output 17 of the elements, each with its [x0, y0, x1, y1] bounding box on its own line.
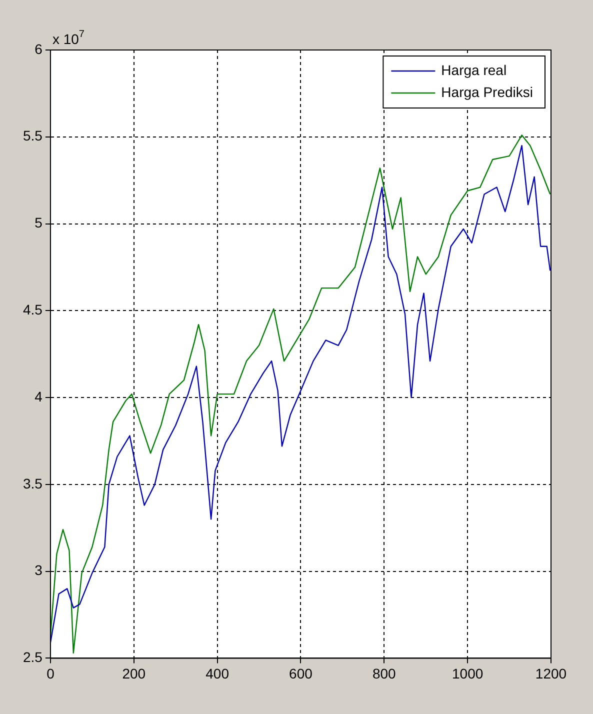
- x-tick-label: 800: [372, 665, 396, 682]
- x-tick-label: 400: [206, 665, 230, 682]
- x-tick-label: 200: [122, 665, 146, 682]
- y-tick-label: 5: [34, 214, 43, 231]
- x-tick-label: 1200: [535, 665, 567, 682]
- y-tick-label: 3.5: [22, 475, 43, 492]
- y-tick-label: 4: [34, 388, 43, 404]
- y-tick-label: 4.5: [22, 302, 43, 318]
- legend-label: Harga real: [441, 62, 507, 78]
- x-tick-label: 1000: [452, 665, 484, 682]
- x-tick-label: 600: [289, 665, 313, 682]
- x-tick-label: 0: [46, 665, 55, 682]
- y-tick-label: 6: [34, 40, 43, 57]
- y-tick-label: 3: [34, 562, 43, 578]
- y-tick-label: 5.5: [22, 128, 43, 144]
- legend-label: Harga Prediksi: [441, 84, 534, 100]
- y-tick-label: 2.5: [22, 649, 43, 666]
